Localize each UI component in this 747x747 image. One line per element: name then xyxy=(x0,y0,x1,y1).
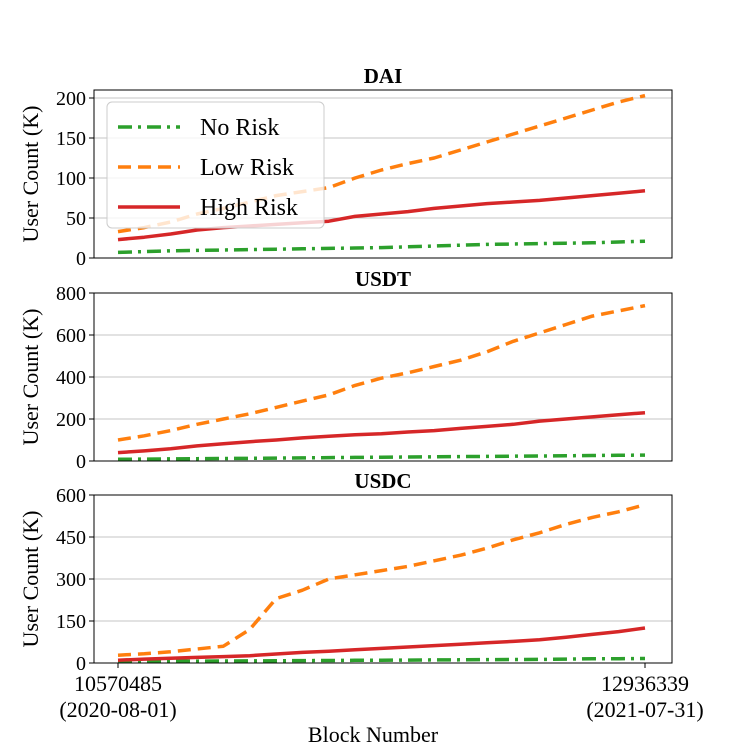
legend-entry: Low Risk xyxy=(200,155,294,181)
y-tick-label: 0 xyxy=(76,451,86,473)
x-tick-date-label: (2020-08-01) xyxy=(59,697,176,722)
series-line-no-risk xyxy=(117,239,646,255)
y-tick-label: 150 xyxy=(56,128,86,150)
legend-entry: High Risk xyxy=(200,195,298,221)
x-tick-label: 12936339 xyxy=(601,671,689,696)
legend-box xyxy=(106,101,325,229)
series-line-no-risk xyxy=(117,656,646,664)
y-tick-label: 200 xyxy=(56,409,86,431)
y-tick-label: 200 xyxy=(56,88,86,110)
series-line-low-risk xyxy=(117,303,646,442)
y-tick-label: 150 xyxy=(56,611,86,633)
chart-title: USDT xyxy=(355,267,411,291)
y-tick-label: 600 xyxy=(56,325,86,347)
y-tick-label: 0 xyxy=(76,248,86,270)
chart-title: DAI xyxy=(364,64,403,88)
y-tick-label: 800 xyxy=(56,283,86,305)
y-tick-label: 450 xyxy=(56,527,86,549)
series-line-low-risk xyxy=(117,503,646,657)
series-line-high-risk xyxy=(117,189,646,242)
x-tick-label: 10570485 xyxy=(74,671,162,696)
chart-title: USDC xyxy=(354,469,411,493)
y-tick-label: 100 xyxy=(56,168,86,190)
legend-entry: No Risk xyxy=(200,115,279,141)
x-axis-label: Block Number xyxy=(308,722,439,747)
series-line-high-risk xyxy=(117,410,646,455)
series-line-no-risk xyxy=(117,453,646,462)
y-tick-label: 50 xyxy=(66,208,86,230)
y-axis-label: User Count (K) xyxy=(18,511,43,648)
y-axis-label: User Count (K) xyxy=(18,309,43,446)
x-tick-date-label: (2021-07-31) xyxy=(586,697,703,722)
axes-frame xyxy=(93,89,673,259)
y-tick-label: 600 xyxy=(56,485,86,507)
y-axis-label: User Count (K) xyxy=(18,106,43,243)
series-line-high-risk xyxy=(117,626,646,662)
y-tick-label: 400 xyxy=(56,367,86,389)
y-tick-label: 300 xyxy=(56,569,86,591)
y-tick-label: 0 xyxy=(76,653,86,675)
